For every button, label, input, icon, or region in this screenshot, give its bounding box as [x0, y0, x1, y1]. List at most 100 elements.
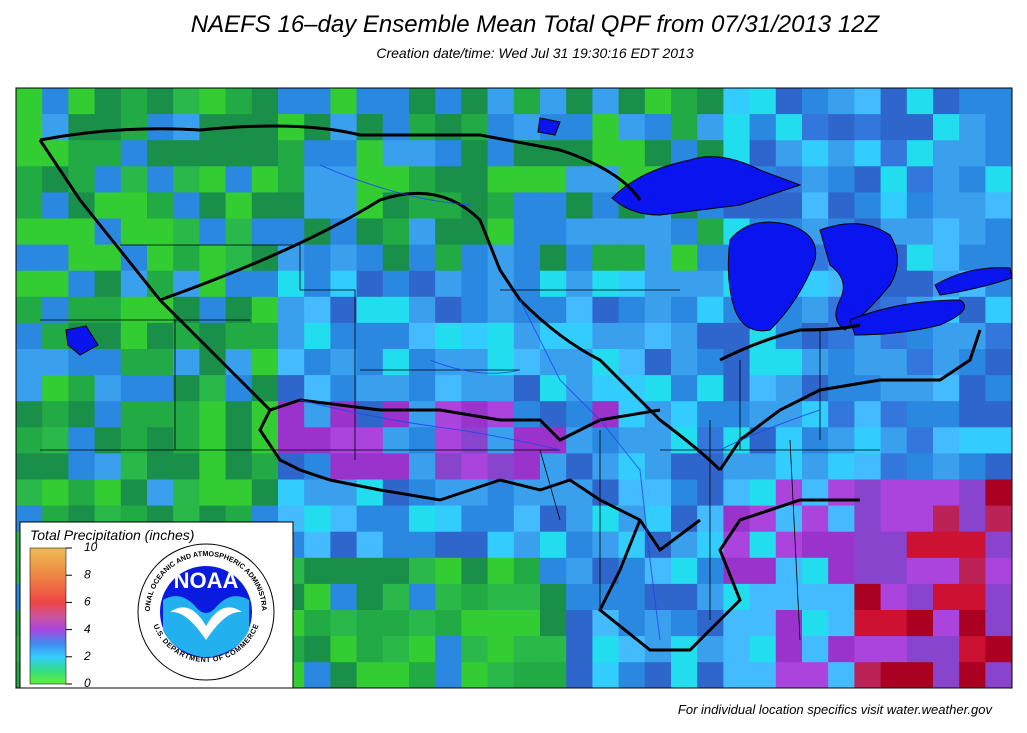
grid-cell: [16, 322, 43, 350]
grid-cell: [933, 505, 960, 533]
grid-cell: [644, 557, 672, 585]
grid-cell: [461, 244, 489, 272]
grid-cell: [513, 349, 541, 376]
grid-cell: [880, 662, 908, 688]
grid-cell: [225, 296, 253, 324]
grid-cell: [749, 583, 777, 611]
grid-cell: [304, 244, 331, 272]
grid-cell: [68, 140, 96, 167]
grid-cell: [880, 88, 908, 115]
grid-cell: [592, 114, 620, 141]
grid-cell: [985, 218, 1012, 246]
grid-cell: [513, 296, 541, 324]
grid-cell: [68, 270, 96, 298]
grid-cell: [697, 557, 724, 585]
grid-cell: [592, 427, 620, 454]
grid-cell: [304, 505, 331, 533]
grid-cell: [278, 322, 305, 350]
grid-cell: [854, 610, 882, 637]
grid-cell: [802, 610, 829, 637]
grid-cell: [828, 557, 855, 585]
grid-cell: [828, 583, 855, 611]
grid-cell: [147, 140, 174, 167]
grid-cell: [173, 479, 200, 507]
grid-cell: [409, 244, 436, 272]
grid-cell: [959, 583, 986, 611]
grid-cell: [435, 349, 462, 376]
grid-cell: [42, 244, 69, 272]
grid-cell: [566, 296, 593, 324]
grid-cell: [278, 270, 305, 298]
grid-cell: [382, 531, 410, 559]
grid-cell: [749, 427, 777, 454]
grid-cell: [120, 140, 148, 167]
grid-cell: [828, 349, 855, 376]
grid-cell: [566, 375, 593, 402]
grid-cell: [959, 557, 986, 585]
grid-cell: [120, 427, 148, 454]
grid-cell: [775, 427, 803, 454]
grid-cell: [880, 531, 908, 559]
grid-cell: [461, 583, 489, 611]
grid-cell: [828, 662, 855, 688]
grid-cell: [618, 610, 646, 637]
grid-cell: [802, 479, 829, 507]
grid-cell: [775, 662, 803, 688]
grid-cell: [854, 401, 882, 428]
grid-cell: [68, 427, 96, 454]
legend-title: Total Precipitation (inches): [30, 527, 194, 543]
grid-cell: [225, 166, 253, 193]
grid-cell: [461, 427, 489, 454]
grid-cell: [382, 505, 410, 533]
grid-cell: [94, 349, 122, 376]
grid-cell: [147, 244, 174, 272]
grid-cell: [697, 453, 724, 480]
lakes: [65, 117, 1012, 356]
grid-cell: [802, 140, 829, 167]
grid-cell: [356, 479, 384, 507]
grid-cell: [723, 375, 751, 402]
grid-cell: [933, 218, 960, 246]
grid-cell: [644, 88, 672, 115]
grid-cell: [94, 375, 122, 402]
grid-cell: [487, 192, 515, 219]
grid-cell: [933, 166, 960, 193]
grid-cell: [749, 662, 777, 688]
grid-cell: [592, 662, 620, 688]
grid-cell: [356, 453, 384, 480]
grid-cell: [16, 166, 43, 193]
grid-cell: [618, 114, 646, 141]
grid-cell: [147, 349, 174, 376]
grid-cell: [697, 610, 724, 637]
grid-cell: [278, 296, 305, 324]
grid-cell: [435, 401, 462, 428]
grid-cell: [173, 244, 200, 272]
grid-cell: [356, 349, 384, 376]
grid-cell: [775, 557, 803, 585]
grid-cell: [94, 427, 122, 454]
grid-cell: [540, 244, 567, 272]
grid-cell: [802, 349, 829, 376]
grid-cell: [828, 636, 855, 663]
grid-cell: [906, 88, 934, 115]
grid-cell: [566, 88, 593, 115]
grid-cell: [330, 88, 358, 115]
grid-cell: [120, 349, 148, 376]
grid-cell: [592, 636, 620, 663]
grid-cell: [409, 401, 436, 428]
grid-cell: [173, 375, 200, 402]
grid-cell: [251, 218, 279, 246]
grid-cell: [959, 166, 986, 193]
grid-cell: [566, 166, 593, 193]
grid-cell: [513, 166, 541, 193]
grid-cell: [330, 610, 358, 637]
grid-cell: [854, 166, 882, 193]
grid-cell: [382, 270, 410, 298]
grid-cell: [959, 322, 986, 350]
grid-cell: [906, 531, 934, 559]
grid-cell: [802, 531, 829, 559]
grid-cell: [330, 583, 358, 611]
grid-cell: [644, 427, 672, 454]
grid-cell: [356, 557, 384, 585]
grid-cell: [959, 662, 986, 688]
